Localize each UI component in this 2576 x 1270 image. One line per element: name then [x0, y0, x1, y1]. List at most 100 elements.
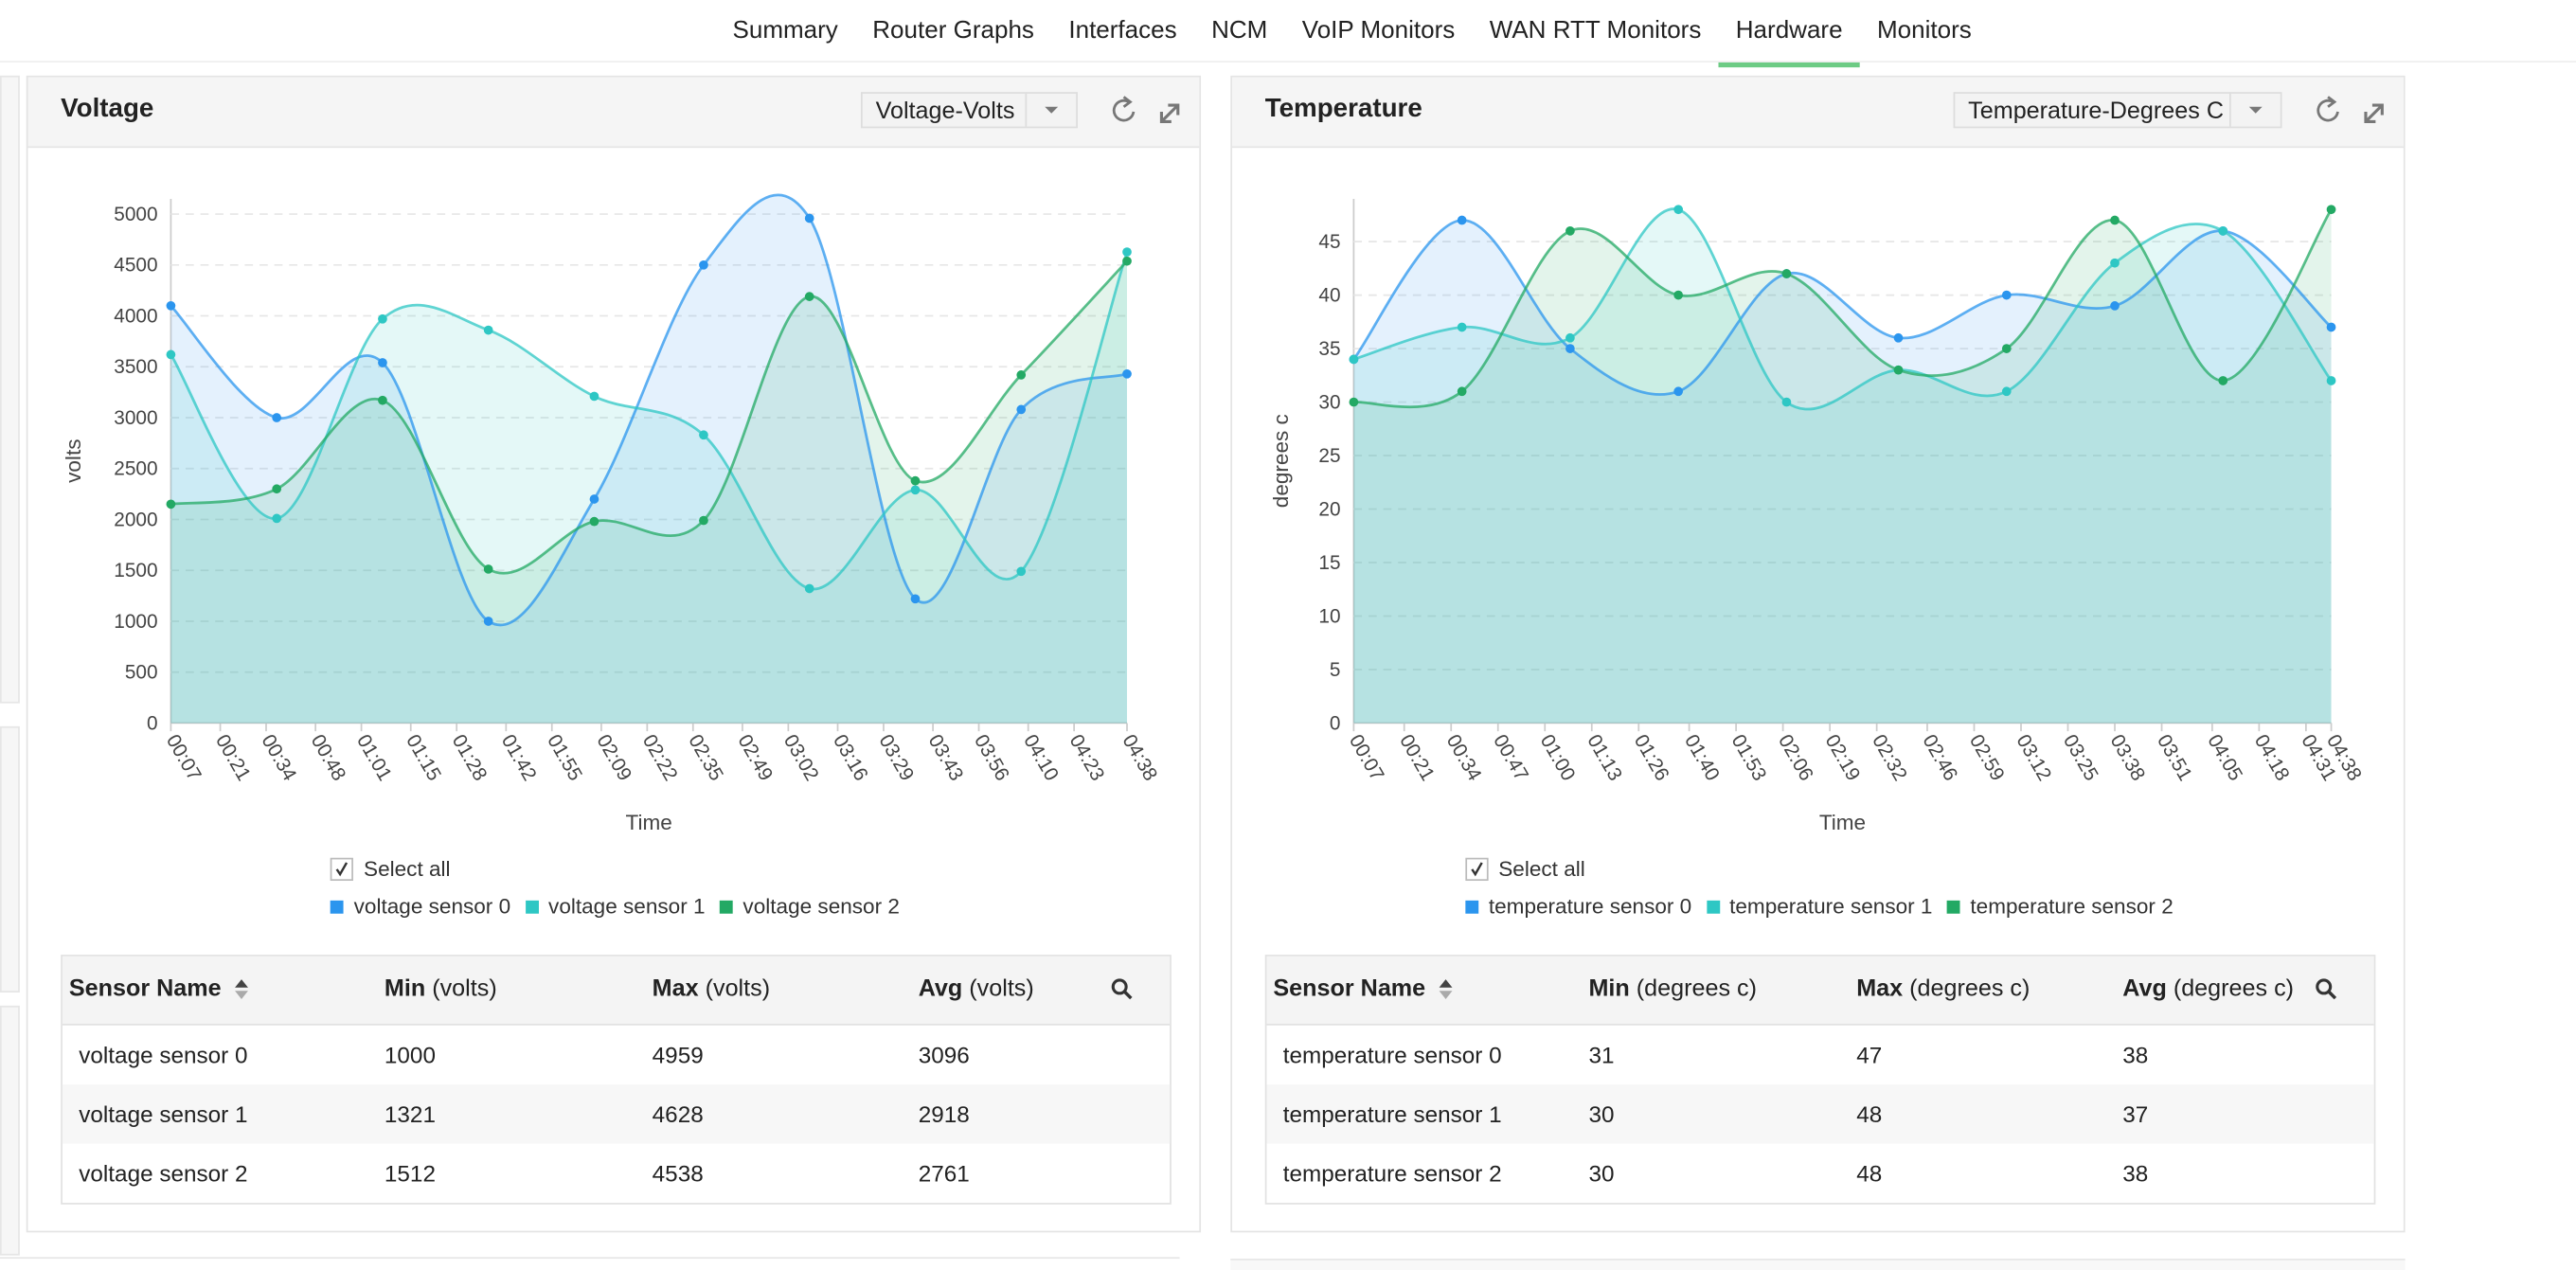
search-icon[interactable]: [2315, 977, 2337, 1000]
data-point: [483, 325, 493, 335]
y-tick-label: 4000: [114, 305, 157, 327]
x-tick-label: 02:06: [1774, 731, 1817, 785]
data-point: [2001, 344, 2012, 353]
table-cell: 30: [1588, 1100, 1615, 1128]
x-tick-label: 02:19: [1821, 731, 1865, 785]
data-point: [589, 391, 599, 402]
dropdown[interactable]: Temperature-Degrees C: [1953, 92, 2282, 129]
legend-label: voltage sensor 0: [353, 893, 511, 919]
x-tick-label: 02:32: [1868, 731, 1911, 785]
table-cell: 47: [1856, 1042, 1883, 1068]
header-cell: Avg (volts): [919, 957, 1034, 1024]
table-cell: 4628: [652, 1100, 704, 1128]
data-point: [1673, 290, 1684, 300]
select-all[interactable]: Select all: [1465, 855, 1585, 882]
refresh-icon[interactable]: [1112, 98, 1136, 122]
x-tick-label: 01:53: [1727, 731, 1771, 785]
panel-icons: [2317, 96, 2384, 123]
refresh-icon[interactable]: [2317, 98, 2339, 122]
header-name: Max: [1856, 975, 1904, 1003]
series-line: [1352, 219, 2333, 396]
nav-tab[interactable]: Router Graphs: [872, 16, 1034, 45]
x-tick-label: 01:40: [1680, 731, 1724, 785]
legend-column: Select all temperature sensor 0 temperatur…: [1465, 855, 2174, 919]
expand-icon[interactable]: [1159, 103, 1180, 123]
expand-icon[interactable]: [2364, 103, 2384, 123]
data-point: [378, 313, 387, 324]
nav-tab[interactable]: VoIP Monitors: [1301, 16, 1456, 45]
y-tick-label: 1000: [114, 611, 157, 633]
table-cell: voltage sensor 1: [79, 1100, 248, 1128]
panel-icons: [1112, 96, 1180, 123]
search-lens: [2316, 978, 2333, 995]
search-icon[interactable]: [1111, 977, 1134, 1000]
x-tick-label: 04:38: [1118, 731, 1161, 785]
select-all-label: Select all: [1498, 855, 1585, 882]
legend-item[interactable]: temperature sensor 1: [1706, 893, 1933, 919]
data-point: [699, 259, 708, 270]
nav-tab[interactable]: WAN RTT Monitors: [1489, 16, 1702, 45]
nav-tab[interactable]: Monitors: [1877, 16, 1972, 45]
series-area: [1353, 208, 2332, 724]
x-axis-label: Time: [626, 811, 672, 834]
table-cell: 48: [1856, 1100, 1883, 1128]
header-cell[interactable]: Sensor Name: [1273, 957, 1455, 1024]
legend-item[interactable]: voltage sensor 2: [720, 894, 900, 919]
x-tick-label: 01:28: [448, 731, 492, 785]
y-axis-label: degrees c: [1269, 414, 1293, 508]
table-cell: 4538: [652, 1159, 704, 1187]
data-point: [910, 485, 921, 495]
data-point: [1893, 332, 1904, 343]
x-tick-label: 04:05: [2203, 731, 2246, 785]
data-point: [1349, 397, 1359, 407]
x-tick-label: 04:18: [2250, 731, 2294, 785]
legend-item[interactable]: voltage sensor 1: [525, 894, 706, 919]
data-point: [2218, 225, 2228, 236]
table-cell: 1000: [384, 1042, 436, 1068]
legend-item[interactable]: voltage sensor 0: [331, 894, 510, 919]
chart: 0 500 1000 1500 2000 2500 3000 3500 4000 4500 5000…: [62, 193, 1161, 834]
data-point: [1457, 215, 1467, 225]
x-tick-label: 00:07: [162, 731, 206, 785]
series-line: [1353, 208, 2333, 409]
search-handle: [1123, 990, 1133, 1000]
select-all[interactable]: Select all: [331, 856, 451, 881]
dropdown[interactable]: Voltage-Volts: [860, 92, 1078, 129]
data-point: [1457, 386, 1467, 397]
header-name: Avg: [2122, 975, 2167, 1003]
nav-tab[interactable]: NCM: [1211, 16, 1268, 45]
nav-tab[interactable]: Hardware: [1718, 0, 1860, 68]
table-cell: voltage sensor 2: [79, 1159, 248, 1187]
table-row: voltage sensor 1 1321 4628 2918: [62, 1084, 1171, 1144]
dropdown-caret: [1025, 93, 1076, 127]
sort-up: [1439, 979, 1452, 989]
legend-swatch: [1947, 899, 1960, 913]
legend-item[interactable]: temperature sensor 0: [1465, 894, 1691, 919]
data-point: [166, 349, 176, 360]
table-header: Sensor Name Min (degrees c) Max (degrees c…: [1266, 956, 2374, 1026]
legend-label: temperature sensor 1: [1729, 893, 1933, 919]
data-point: [1565, 344, 1575, 353]
nav-tab[interactable]: Summary: [732, 16, 838, 45]
legend-swatch: [525, 899, 539, 913]
nav-tab[interactable]: Interfaces: [1068, 16, 1177, 45]
data-point: [1673, 205, 1684, 215]
series-area: [170, 260, 1128, 724]
y-tick-label: 1500: [114, 560, 157, 581]
caret: [2248, 106, 2263, 114]
x-tick-label: 00:34: [1442, 731, 1486, 785]
table-cell: voltage sensor 0: [79, 1042, 248, 1068]
x-tick-label: 03:51: [2153, 731, 2196, 785]
sensor-table: Sensor Name Min (volts) Max (volts) Avg (vo…: [61, 955, 1172, 1205]
table-cell: 38: [2122, 1159, 2149, 1187]
header-cell: Max (volts): [653, 957, 770, 1024]
panel: Voltage Voltage-Volts 0 500 1000 1500 2000 2500…: [26, 75, 1202, 1233]
header-cell[interactable]: Sensor Name: [69, 957, 251, 1024]
x-tick-label: 00:21: [1395, 731, 1439, 785]
x-tick-label: 03:43: [924, 731, 968, 785]
table-row: temperature sensor 1 30 48 37: [1266, 1084, 2374, 1144]
legend-item[interactable]: temperature sensor 2: [1947, 894, 2174, 919]
y-tick-label: 5000: [114, 204, 157, 225]
x-tick-label: 02:09: [592, 731, 635, 785]
